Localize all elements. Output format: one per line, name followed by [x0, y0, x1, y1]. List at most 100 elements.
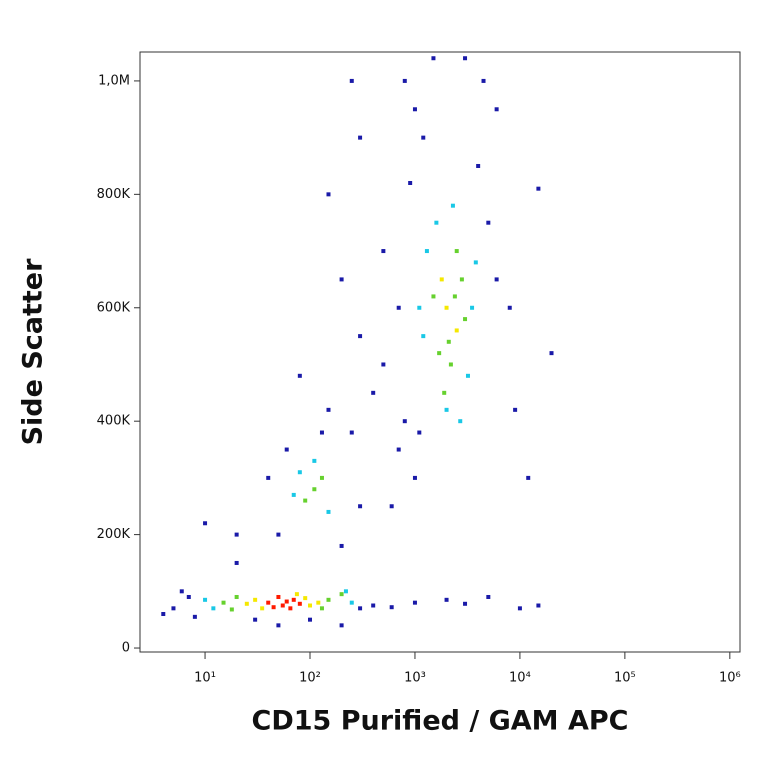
- y-tick-label: 400K: [97, 414, 131, 429]
- y-tick-label: 200K: [97, 527, 131, 542]
- point: [297, 601, 302, 606]
- point: [308, 603, 313, 608]
- point: [316, 600, 321, 605]
- point: [339, 592, 344, 597]
- point: [260, 606, 265, 611]
- x-tick-label: 10³: [404, 671, 426, 686]
- y-tick-label: 0: [122, 641, 130, 656]
- point: [326, 509, 331, 514]
- point: [339, 277, 344, 282]
- point: [358, 504, 363, 509]
- point: [408, 181, 413, 186]
- x-tick-label: 10¹: [194, 671, 216, 686]
- point: [396, 305, 401, 310]
- point: [284, 599, 289, 604]
- point: [494, 277, 499, 282]
- point: [421, 135, 426, 140]
- point: [291, 492, 296, 497]
- y-axis-title: Side Scatter: [18, 258, 49, 446]
- point: [481, 78, 486, 83]
- point: [308, 617, 313, 622]
- point: [234, 594, 239, 599]
- point: [402, 419, 407, 424]
- point: [326, 597, 331, 602]
- point: [439, 277, 444, 282]
- point: [412, 600, 417, 605]
- point: [253, 597, 258, 602]
- point: [549, 351, 554, 356]
- point: [271, 605, 276, 610]
- point: [389, 605, 394, 610]
- point: [431, 56, 436, 61]
- point: [444, 597, 449, 602]
- point: [171, 606, 176, 611]
- point: [402, 78, 407, 83]
- point: [179, 589, 184, 594]
- point: [450, 203, 455, 208]
- point: [234, 560, 239, 565]
- point: [280, 603, 285, 608]
- point: [303, 596, 308, 601]
- point: [211, 606, 216, 611]
- point: [507, 305, 512, 310]
- point: [442, 390, 447, 395]
- point: [526, 475, 531, 480]
- point: [431, 294, 436, 299]
- point: [444, 407, 449, 412]
- point: [412, 107, 417, 112]
- point: [486, 594, 491, 599]
- point: [389, 504, 394, 509]
- y-tick-label: 800K: [97, 187, 131, 202]
- point: [319, 475, 324, 480]
- point: [486, 220, 491, 225]
- point: [381, 249, 386, 254]
- point: [444, 305, 449, 310]
- point: [517, 606, 522, 611]
- point: [536, 603, 541, 608]
- point: [513, 407, 518, 412]
- point: [288, 606, 293, 611]
- point: [358, 334, 363, 339]
- x-tick-label: 10²: [299, 671, 321, 686]
- point: [463, 56, 468, 61]
- point: [381, 362, 386, 367]
- point: [234, 532, 239, 537]
- point: [294, 592, 299, 597]
- point: [459, 277, 464, 282]
- point: [276, 623, 281, 628]
- point: [446, 339, 451, 344]
- point: [421, 334, 426, 339]
- point: [221, 600, 226, 605]
- point: [339, 623, 344, 628]
- point: [326, 407, 331, 412]
- x-tick-label: 10⁶: [719, 671, 741, 686]
- point: [303, 498, 308, 503]
- point: [494, 107, 499, 112]
- point: [358, 606, 363, 611]
- point: [448, 362, 453, 367]
- point: [253, 617, 258, 622]
- point: [161, 612, 166, 617]
- point: [437, 351, 442, 356]
- y-tick-label: 600K: [97, 300, 131, 315]
- point: [276, 532, 281, 537]
- point: [424, 249, 429, 254]
- x-tick-label: 10⁴: [509, 671, 531, 686]
- x-tick-label: 10⁵: [614, 671, 636, 686]
- point: [454, 249, 459, 254]
- point: [312, 458, 317, 463]
- point: [312, 487, 317, 492]
- point: [371, 390, 376, 395]
- point: [463, 317, 468, 322]
- point: [465, 373, 470, 378]
- point: [319, 430, 324, 435]
- point: [470, 305, 475, 310]
- point: [266, 600, 271, 605]
- point: [463, 601, 468, 606]
- point: [343, 589, 348, 594]
- point: [291, 597, 296, 602]
- point: [284, 447, 289, 452]
- point: [319, 606, 324, 611]
- point: [396, 447, 401, 452]
